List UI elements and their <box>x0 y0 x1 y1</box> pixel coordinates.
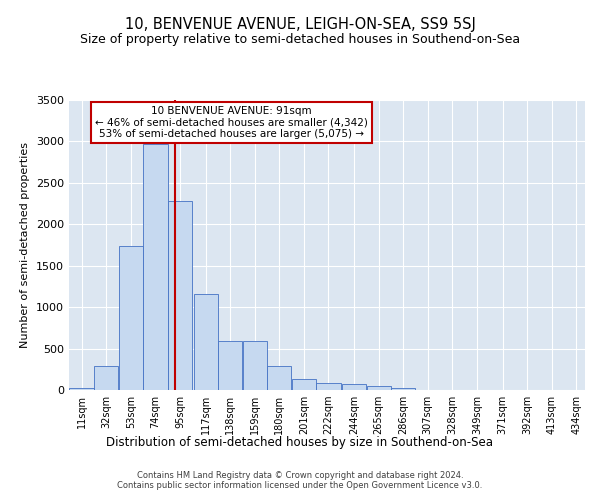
Bar <box>292 379 316 390</box>
Bar <box>119 246 143 390</box>
Bar <box>342 384 366 390</box>
Bar <box>243 341 267 390</box>
Bar <box>218 341 242 390</box>
Text: 10, BENVENUE AVENUE, LEIGH-ON-SEA, SS9 5SJ: 10, BENVENUE AVENUE, LEIGH-ON-SEA, SS9 5… <box>125 18 475 32</box>
Bar <box>391 388 415 390</box>
Bar <box>267 366 292 390</box>
Bar <box>70 388 94 390</box>
Y-axis label: Number of semi-detached properties: Number of semi-detached properties <box>20 142 31 348</box>
Text: Size of property relative to semi-detached houses in Southend-on-Sea: Size of property relative to semi-detach… <box>80 32 520 46</box>
Text: Distribution of semi-detached houses by size in Southend-on-Sea: Distribution of semi-detached houses by … <box>107 436 493 449</box>
Bar <box>316 384 341 390</box>
Bar <box>367 386 391 390</box>
Bar <box>143 144 167 390</box>
Bar <box>168 201 192 390</box>
Text: Contains public sector information licensed under the Open Government Licence v3: Contains public sector information licen… <box>118 482 482 490</box>
Text: 10 BENVENUE AVENUE: 91sqm
← 46% of semi-detached houses are smaller (4,342)
53% : 10 BENVENUE AVENUE: 91sqm ← 46% of semi-… <box>95 106 368 139</box>
Bar <box>94 366 118 390</box>
Text: Contains HM Land Registry data © Crown copyright and database right 2024.: Contains HM Land Registry data © Crown c… <box>137 472 463 480</box>
Bar <box>194 294 218 390</box>
